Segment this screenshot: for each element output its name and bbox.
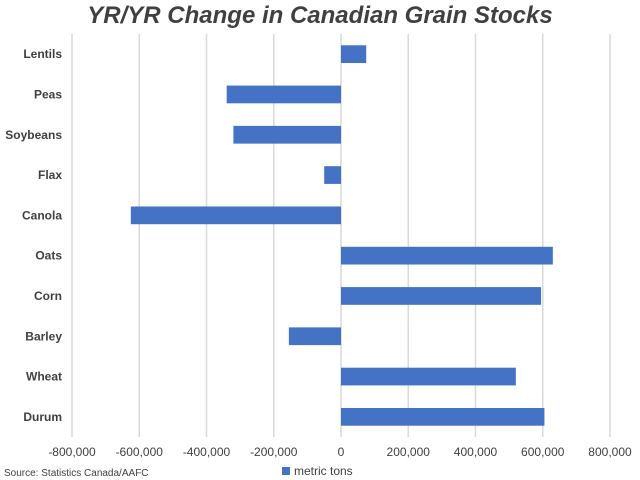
- category-labels: Lentils Peas Soybeans Flax Canola Oats Corn Bar…: [5, 47, 62, 424]
- category-label: Oats: [35, 249, 62, 263]
- legend: metric tons: [282, 464, 353, 478]
- bar-canola: [130, 206, 341, 225]
- source-note: Source: Statistics Canada/AAFC: [4, 468, 149, 479]
- bar-barley: [288, 327, 341, 346]
- x-tick-label: -600,000: [116, 445, 164, 459]
- x-tick-label: 600,000: [521, 445, 565, 459]
- bar-durum: [341, 407, 545, 426]
- bar-corn: [341, 287, 542, 305]
- legend-label: metric tons: [294, 464, 353, 478]
- x-tick-label: -200,000: [250, 445, 298, 459]
- category-label: Wheat: [26, 370, 62, 384]
- bar-flax: [324, 166, 341, 184]
- x-tick-labels: -800,000 -600,000 -400,000 -200,000 0 200,000…: [48, 445, 632, 459]
- bar-lentils: [341, 45, 367, 64]
- bar-soybeans: [233, 125, 341, 144]
- category-label: Lentils: [23, 47, 62, 61]
- x-tick-label: 0: [338, 445, 345, 459]
- bar-peas: [226, 85, 341, 104]
- x-tick-label: -800,000: [48, 445, 96, 459]
- category-label: Flax: [38, 168, 62, 182]
- bar-wheat: [341, 367, 516, 386]
- x-tick-label: 200,000: [387, 445, 431, 459]
- category-label: Soybeans: [5, 128, 62, 142]
- category-label: Durum: [23, 410, 62, 424]
- category-label: Barley: [25, 329, 62, 343]
- category-label: Peas: [34, 87, 62, 101]
- legend-swatch: [282, 467, 290, 475]
- bar-oats: [341, 246, 553, 265]
- x-tick-label: 800,000: [588, 445, 632, 459]
- category-label: Canola: [22, 208, 62, 222]
- category-label: Corn: [34, 289, 62, 303]
- x-tick-label: -400,000: [183, 445, 231, 459]
- bars: [130, 45, 553, 426]
- chart-title: YR/YR Change in Canadian Grain Stocks: [87, 2, 553, 29]
- x-tick-label: 400,000: [454, 445, 498, 459]
